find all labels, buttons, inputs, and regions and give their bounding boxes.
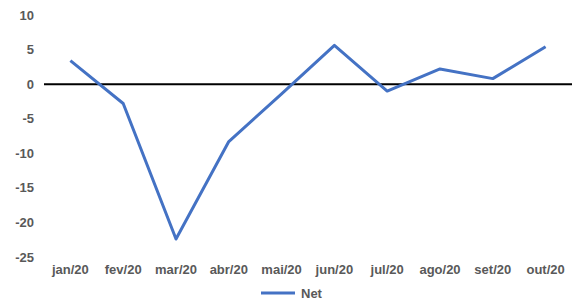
chart-container: -25 -20 -15 -10 -5 0 5 10 jan/20 fev/20 mar/20 abr/… — [0, 0, 586, 303]
y-tick-label: -25 — [15, 250, 34, 265]
y-tick-label: 0 — [27, 77, 34, 92]
zero-line — [44, 83, 572, 85]
x-tick-label: set/20 — [474, 262, 511, 277]
x-tick-label: mai/20 — [261, 262, 301, 277]
x-tick-label: abr/20 — [210, 262, 248, 277]
y-tick-label: -15 — [15, 180, 34, 195]
y-tick-label: -10 — [15, 146, 34, 161]
y-tick-label: 5 — [27, 42, 34, 57]
x-tick-label: out/20 — [526, 262, 564, 277]
x-tick-label: jul/20 — [370, 262, 404, 277]
y-tick-label: -5 — [22, 111, 34, 126]
x-tick-label: ago/20 — [419, 262, 460, 277]
x-tick-label: mar/20 — [155, 262, 197, 277]
x-tick-label: jun/20 — [315, 262, 354, 277]
y-tick-label: -20 — [15, 215, 34, 230]
data-line — [70, 45, 545, 239]
chart-svg: -25 -20 -15 -10 -5 0 5 10 jan/20 fev/20 mar/20 abr/… — [0, 0, 586, 303]
legend-label: Net — [301, 286, 323, 301]
x-tick-label: jan/20 — [51, 262, 89, 277]
legend-swatch — [261, 292, 295, 295]
y-tick-label: 10 — [20, 8, 34, 23]
plot-area — [70, 45, 545, 239]
x-tick-label: fev/20 — [105, 262, 142, 277]
